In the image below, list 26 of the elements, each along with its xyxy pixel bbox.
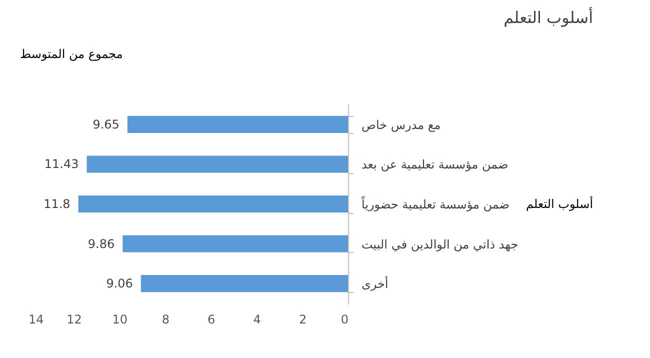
data-label: 11.8 (44, 197, 70, 211)
x-tick-label: 4 (253, 312, 261, 326)
x-tick-label: 14 (28, 312, 44, 326)
y-tick-label: ضمن مؤسسة تعليمية حضورياً (361, 196, 510, 212)
x-tick-label: 10 (112, 312, 128, 326)
x-tick-label: 8 (162, 312, 170, 326)
x-tick-label: 6 (208, 312, 216, 326)
x-tick-label: 2 (298, 312, 307, 326)
y-tick-label: أخرى (362, 276, 388, 292)
data-label: 11.43 (44, 157, 79, 172)
y-tick-label: جهد ذاتي من الوالدين في البيت (362, 237, 518, 252)
bar (86, 156, 348, 173)
text: أسلوب التعلم (526, 196, 594, 211)
y-tick-label: مع مدرس خاص (362, 118, 441, 132)
y-tick-label: ضمن مؤسسة تعليمية عن بعد (362, 158, 508, 172)
data-label: 9.06 (106, 276, 133, 291)
data-label: 9.86 (88, 236, 115, 251)
text: أسلوب التعلم (504, 7, 594, 27)
bar (122, 235, 348, 252)
x-tick-label: 12 (66, 312, 82, 326)
text: مجموع من المتوسط (20, 47, 123, 61)
data-label: 9.65 (92, 117, 120, 132)
bar (127, 116, 348, 134)
x-tick-label: 0 (340, 312, 348, 326)
bar (140, 274, 348, 292)
bar (78, 195, 348, 213)
